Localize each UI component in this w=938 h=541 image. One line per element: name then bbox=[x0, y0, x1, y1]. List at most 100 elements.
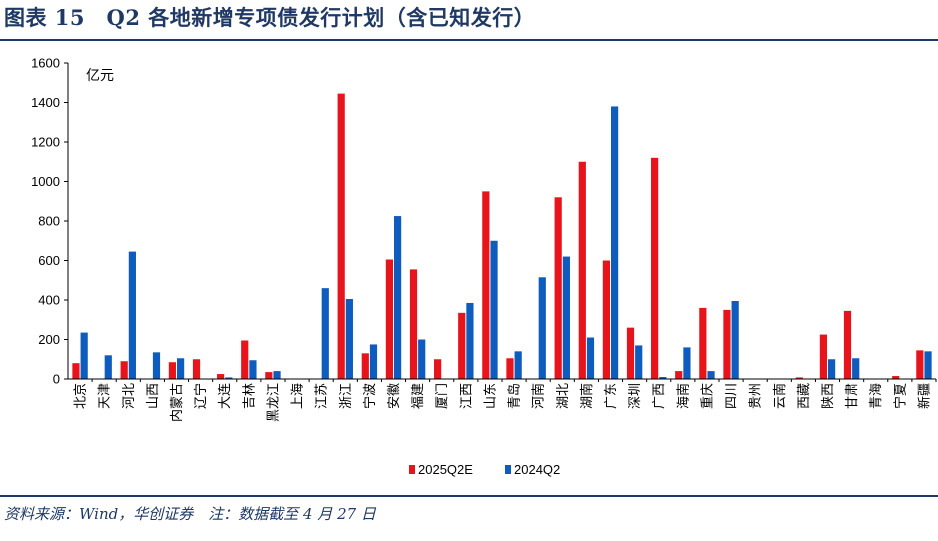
y-tick-label: 600 bbox=[38, 253, 60, 268]
bar-2025Q2E-河北 bbox=[120, 361, 128, 379]
x-category-label: 河南 bbox=[531, 383, 547, 409]
title-rule bbox=[0, 39, 938, 41]
axes-group bbox=[67, 63, 936, 380]
bar-2024Q2-吉林 bbox=[249, 360, 257, 379]
x-category-label: 深圳 bbox=[628, 383, 643, 409]
x-category-label: 西藏 bbox=[797, 383, 812, 409]
y-ticks-group: 0 200 400 600 800 1000 1200 1400 1600 bbox=[31, 56, 68, 387]
y-unit-label: 亿元 bbox=[86, 68, 114, 84]
bar-2025Q2E-山东 bbox=[482, 191, 490, 380]
x-category-label: 天津 bbox=[98, 383, 113, 409]
bar-2024Q2-河北 bbox=[128, 251, 136, 379]
x-category-label: 广东 bbox=[604, 383, 619, 409]
bar-2024Q2-广西 bbox=[659, 377, 667, 379]
x-category-label: 云南 bbox=[772, 383, 788, 409]
bar-2024Q2-大连 bbox=[225, 377, 233, 379]
bar-2025Q2E-重庆 bbox=[699, 307, 707, 379]
bar-2024Q2-陕西 bbox=[828, 359, 836, 379]
x-category-label: 甘肃 bbox=[845, 383, 860, 409]
bar-2024Q2-江西 bbox=[466, 302, 474, 379]
bar-2025Q2E-吉林 bbox=[241, 340, 249, 379]
bar-2024Q2-深圳 bbox=[635, 345, 643, 379]
legend-swatch-2024Q2 bbox=[505, 465, 511, 474]
bar-2024Q2-新疆 bbox=[924, 351, 932, 379]
y-tick-label: 1200 bbox=[31, 135, 60, 150]
bar-2025Q2E-宁波 bbox=[361, 353, 369, 379]
x-category-label: 贵州 bbox=[749, 383, 764, 409]
x-category-label: 江苏 bbox=[314, 383, 330, 409]
legend: 2025Q2E 2024Q2 bbox=[409, 462, 560, 477]
x-category-label: 湖北 bbox=[556, 383, 571, 409]
bar-2024Q2-广东 bbox=[611, 106, 619, 379]
source-note: 资料来源：Wind，华创证券 注：数据截至 4 月 27 日 bbox=[4, 505, 376, 523]
y-tick-label: 1600 bbox=[31, 56, 60, 71]
x-category-label: 上海 bbox=[291, 383, 306, 409]
bar-2025Q2E-安徽 bbox=[385, 259, 393, 379]
bar-2025Q2E-福建 bbox=[409, 269, 418, 379]
bar-2024Q2-黑龙江 bbox=[273, 371, 281, 379]
bar-2025Q2E-青岛 bbox=[506, 358, 514, 379]
bar-2025Q2E-甘肃 bbox=[843, 310, 852, 379]
bar-2024Q2-山东 bbox=[490, 240, 498, 379]
bar-2025Q2E-广西 bbox=[651, 157, 659, 379]
x-category-label: 厦门 bbox=[435, 383, 450, 409]
bar-2024Q2-安徽 bbox=[394, 216, 402, 379]
bar-2024Q2-宁波 bbox=[369, 344, 378, 379]
bar-2024Q2-河南 bbox=[538, 277, 546, 379]
bar-2025Q2E-西藏 bbox=[795, 377, 803, 379]
bar-2024Q2-天津 bbox=[104, 355, 112, 379]
bar-2024Q2-甘肃 bbox=[852, 358, 860, 379]
bar-2024Q2-四川 bbox=[731, 300, 739, 379]
bar-2025Q2E-辽宁 bbox=[192, 359, 201, 379]
x-category-label: 广西 bbox=[652, 383, 667, 409]
x-category-label: 重庆 bbox=[699, 383, 715, 409]
bar-2025Q2E-宁夏 bbox=[892, 376, 900, 379]
bar-2024Q2-山西 bbox=[152, 352, 161, 379]
bar-2024Q2-湖南 bbox=[586, 337, 595, 379]
legend-label-2024Q2: 2024Q2 bbox=[514, 462, 560, 477]
bar-2025Q2E-新疆 bbox=[916, 350, 924, 379]
x-category-label: 内蒙古 bbox=[169, 383, 185, 422]
y-tick-label: 1000 bbox=[31, 174, 60, 189]
bar-2025Q2E-黑龙江 bbox=[265, 372, 273, 379]
x-category-label: 浙江 bbox=[339, 383, 354, 409]
bar-2024Q2-北京 bbox=[80, 332, 88, 379]
bar-2025Q2E-广东 bbox=[602, 260, 610, 379]
x-category-label: 北京 bbox=[74, 383, 89, 409]
x-category-label: 海南 bbox=[675, 383, 691, 409]
bar-2024Q2-内蒙古 bbox=[177, 358, 185, 379]
y-tick-label: 800 bbox=[38, 214, 60, 229]
legend-swatch-2025Q2E bbox=[409, 465, 415, 474]
bar-2025Q2E-湖北 bbox=[554, 197, 562, 379]
legend-label-2025Q2E: 2025Q2E bbox=[418, 462, 473, 477]
x-category-label: 河北 bbox=[122, 383, 137, 409]
bar-2024Q2-湖北 bbox=[562, 256, 570, 379]
bar-2025Q2E-四川 bbox=[723, 309, 731, 380]
bar-2025Q2E-海南 bbox=[675, 371, 683, 379]
bar-2024Q2-江苏 bbox=[321, 288, 329, 379]
x-category-label: 陕西 bbox=[821, 383, 836, 409]
bar-2025Q2E-湖南 bbox=[578, 161, 586, 379]
x-category-label: 湖南 bbox=[579, 383, 595, 409]
footer-rule bbox=[0, 495, 938, 497]
x-category-label: 宁夏 bbox=[892, 383, 908, 409]
x-category-label: 青海 bbox=[869, 383, 884, 409]
bar-2025Q2E-深圳 bbox=[626, 327, 635, 379]
bar-2024Q2-海南 bbox=[683, 347, 691, 379]
x-category-label: 吉林 bbox=[242, 383, 257, 409]
bar-2024Q2-福建 bbox=[418, 339, 426, 379]
bar-2025Q2E-大连 bbox=[217, 374, 225, 379]
x-category-label: 辽宁 bbox=[193, 383, 209, 409]
bar-2025Q2E-厦门 bbox=[434, 359, 442, 379]
figure-title: 图表 15 Q2 各地新增专项债发行计划（含已知发行） bbox=[4, 5, 536, 30]
x-category-label: 安徽 bbox=[387, 383, 402, 409]
bar-2025Q2E-江西 bbox=[458, 312, 466, 379]
x-category-label: 山东 bbox=[483, 383, 498, 409]
bar-2025Q2E-陕西 bbox=[819, 334, 827, 379]
x-category-label: 宁波 bbox=[362, 383, 378, 409]
x-category-label: 青岛 bbox=[507, 383, 523, 409]
bar-2024Q2-青岛 bbox=[514, 351, 522, 379]
x-category-label: 山西 bbox=[146, 383, 161, 409]
x-category-label: 新疆 bbox=[916, 383, 932, 409]
x-category-label: 江西 bbox=[459, 383, 474, 409]
